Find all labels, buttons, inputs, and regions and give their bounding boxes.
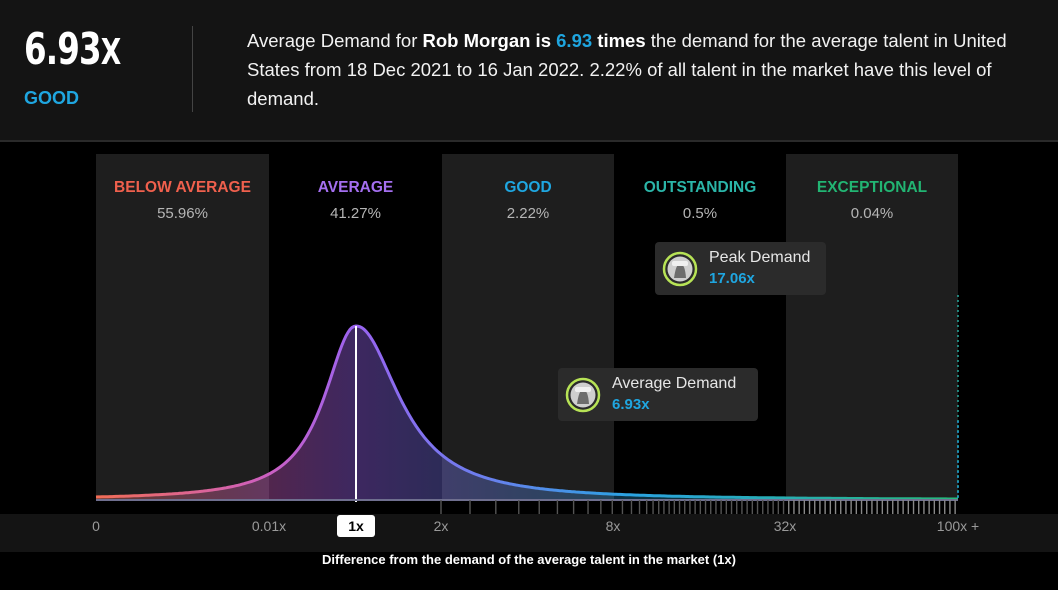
- band-label: EXCEPTIONAL: [817, 179, 927, 196]
- band-exceptional: [786, 154, 958, 500]
- x-tick-label: 8x: [606, 518, 621, 534]
- x-axis-strip: [0, 514, 1058, 552]
- summary-part: is: [530, 30, 557, 51]
- band-percent: 0.04%: [851, 205, 894, 222]
- header-divider: [192, 26, 193, 112]
- marker-tooltip: [558, 368, 758, 421]
- x-tick-label: 32x: [774, 518, 797, 534]
- distribution-area: [96, 326, 958, 500]
- distribution-curve: [95, 324, 958, 501]
- band-percent: 2.22%: [507, 205, 550, 222]
- band-label: BELOW AVERAGE: [114, 179, 251, 196]
- x-axis-title: Difference from the demand of the averag…: [322, 552, 736, 567]
- marker-value: 17.06x: [709, 270, 756, 287]
- x-tick-highlight: [337, 515, 375, 537]
- avatar-figure: [577, 389, 589, 404]
- marker-peak-demand[interactable]: Peak Demand 17.06x: [655, 242, 959, 500]
- summary-part: Average Demand for: [247, 30, 423, 51]
- band-good: [442, 154, 614, 500]
- band-outstanding: [614, 154, 786, 500]
- avatar-highlight: [672, 261, 688, 266]
- avatar-highlight: [575, 387, 591, 392]
- summary-value: 6.93: [556, 30, 593, 51]
- avatar-ring: [565, 377, 601, 413]
- band-below-average: [96, 154, 269, 500]
- x-tick-label: 0: [92, 518, 100, 534]
- demand-multiplier: 6.93X: [24, 24, 121, 75]
- rating-label: GOOD: [24, 88, 80, 108]
- marker-value: 6.93x: [612, 396, 650, 413]
- demand-multiplier-number: 6.93: [24, 24, 102, 75]
- band-percent: 0.5%: [683, 205, 717, 222]
- x-tick-label: 2x: [434, 518, 449, 534]
- marker-label: Peak Demand: [709, 249, 810, 266]
- summary-part: times: [592, 30, 646, 51]
- avatar-ring: [662, 251, 698, 287]
- summary-text: Average Demand for Rob Morgan is 6.93 ti…: [247, 26, 1037, 113]
- x-tick-label: 100x +: [937, 518, 979, 534]
- x-tick-label: 0.01x: [252, 518, 286, 534]
- avatar-figure: [674, 263, 686, 278]
- demand-distribution-chart: BELOW AVERAGE 55.96% AVERAGE 41.27% GOOD 2.22…: [0, 154, 1058, 552]
- talent-name: Rob Morgan: [422, 30, 531, 51]
- band-label: GOOD: [504, 179, 551, 196]
- band-percent: 41.27%: [330, 205, 381, 222]
- demand-multiplier-unit: X: [100, 32, 121, 73]
- marker-average-demand[interactable]: Average Demand 6.93x: [558, 368, 959, 500]
- summary-part: the demand for the average talent in Uni…: [247, 30, 1007, 109]
- band-label: AVERAGE: [318, 179, 394, 196]
- marker-label: Average Demand: [612, 375, 736, 392]
- band-percent: 55.96%: [157, 205, 208, 222]
- band-label: OUTSTANDING: [644, 179, 757, 196]
- summary-header: 6.93X GOOD Average Demand for Rob Morgan…: [0, 0, 1058, 142]
- x-tick-label: 1x: [348, 518, 364, 534]
- marker-tooltip: [655, 242, 826, 295]
